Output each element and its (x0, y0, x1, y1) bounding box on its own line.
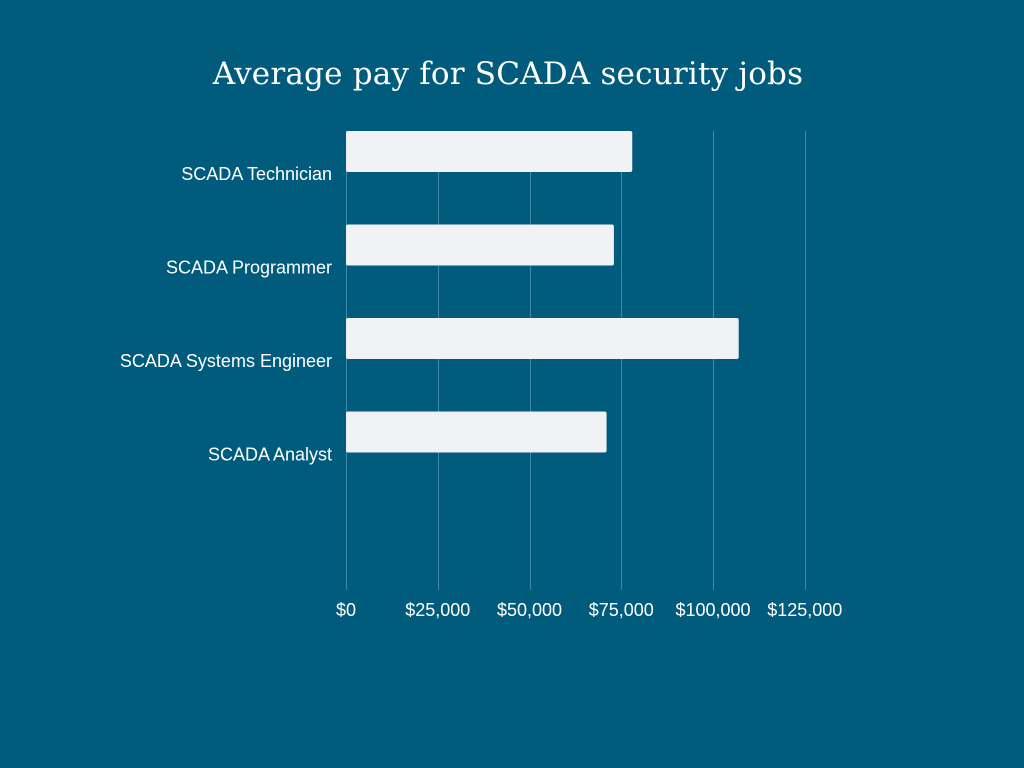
x-tick-label: $0 (336, 600, 356, 620)
category-labels: SCADA Technician SCADA Programmer SCADA Sy… (120, 164, 332, 465)
x-tick-label: $25,000 (405, 600, 470, 620)
chart-title: Average pay for SCADA security jobs (212, 56, 804, 92)
bar (346, 318, 739, 359)
x-tick-label: $50,000 (497, 600, 562, 620)
bar (346, 131, 633, 172)
x-tick-labels: $0 $25,000 $50,000 $75,000 $100,000 $125,000 (336, 600, 842, 620)
category-label: SCADA Analyst (208, 445, 332, 465)
x-tick-label: $75,000 (589, 600, 654, 620)
category-label: SCADA Systems Engineer (120, 351, 332, 371)
category-label: SCADA Programmer (166, 258, 332, 278)
bars (346, 131, 739, 453)
grid-lines (346, 131, 806, 590)
bar (346, 411, 607, 453)
bar (346, 224, 614, 266)
x-tick-label: $100,000 (675, 600, 750, 620)
category-label: SCADA Technician (181, 164, 332, 184)
x-tick-label: $125,000 (767, 600, 842, 620)
